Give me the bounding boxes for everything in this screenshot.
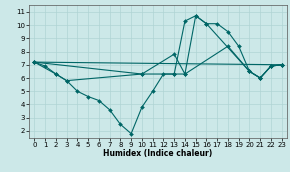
X-axis label: Humidex (Indice chaleur): Humidex (Indice chaleur) bbox=[104, 149, 213, 158]
